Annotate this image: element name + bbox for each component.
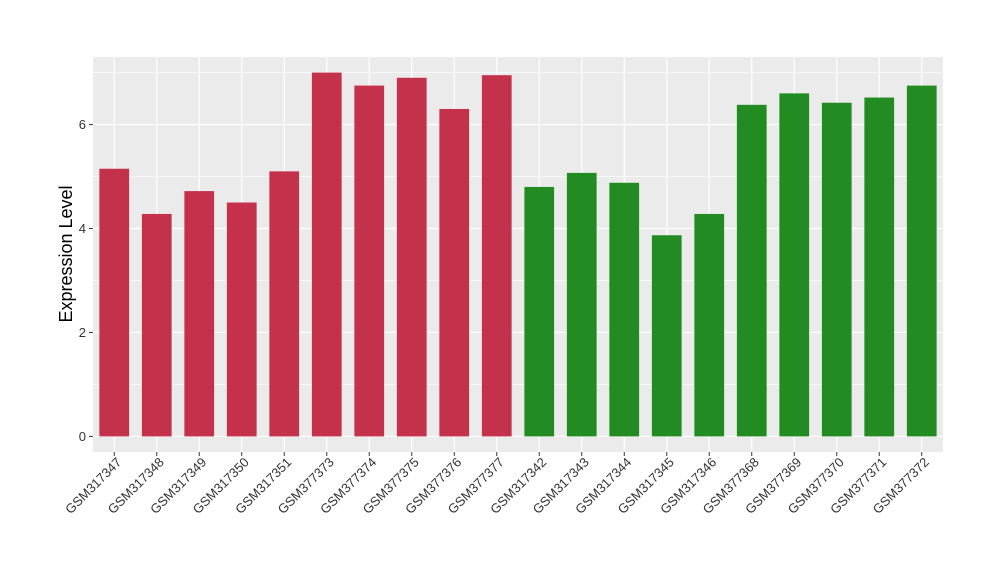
y-tick-label: 4 [79, 221, 86, 236]
bar-gsm377370 [821, 102, 852, 437]
bar-gsm377375 [396, 77, 427, 437]
bar-gsm377377 [481, 75, 512, 437]
bar-gsm317343 [566, 172, 597, 437]
bar-gsm317350 [226, 202, 257, 437]
bar-gsm377369 [779, 93, 810, 437]
x-axis: GSM317347GSM317348GSM317349GSM317350GSM3… [62, 452, 932, 517]
bar-gsm317346 [694, 213, 725, 437]
y-tick-label: 2 [79, 325, 86, 340]
bar-gsm317342 [524, 186, 555, 437]
bar-gsm317344 [609, 182, 640, 437]
bar-gsm377373 [311, 72, 342, 437]
y-axis-title: Expression Level [56, 185, 76, 322]
bar-gsm377371 [864, 97, 895, 437]
bar-gsm317348 [141, 213, 172, 437]
bars [99, 72, 937, 437]
y-axis: 0 2 4 6 [79, 117, 93, 444]
bar-gsm377376 [439, 108, 470, 437]
y-tick-label: 0 [79, 429, 86, 444]
y-tick-label: 6 [79, 117, 86, 132]
bar-gsm317347 [99, 168, 130, 437]
bar-gsm377368 [736, 104, 767, 437]
bar-gsm317349 [184, 191, 215, 437]
bar-gsm377372 [906, 85, 937, 437]
plot-panel [93, 57, 943, 452]
bar-gsm317351 [269, 171, 300, 437]
bar-gsm317345 [651, 235, 682, 437]
bar-gsm377374 [354, 85, 385, 437]
